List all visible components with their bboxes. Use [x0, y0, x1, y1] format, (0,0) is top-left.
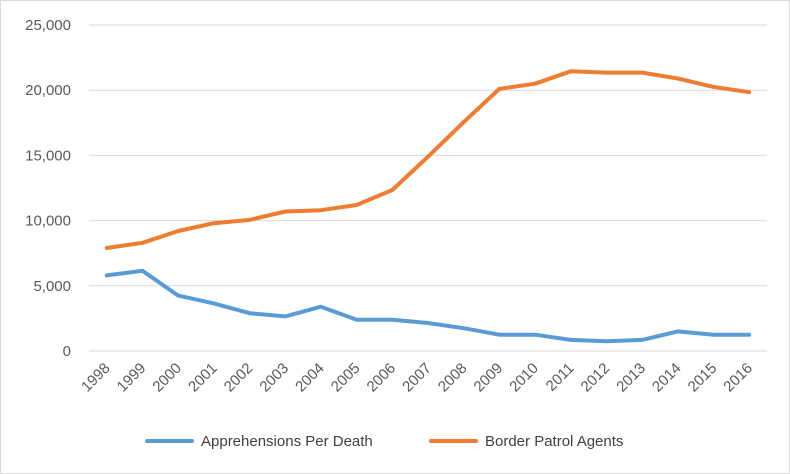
series-line-0: [104, 268, 752, 344]
x-tick-label: 2000: [149, 360, 185, 396]
data-point: [249, 219, 251, 221]
data-point: [142, 270, 144, 272]
x-tick-label: 2014: [649, 360, 685, 396]
y-tick-label: 15,000: [25, 147, 71, 164]
data-point: [570, 339, 572, 341]
data-point: [498, 334, 500, 336]
data-point: [570, 70, 572, 72]
x-tick-label: 2016: [720, 360, 756, 396]
x-tick-label: 1998: [78, 360, 114, 396]
x-tick-label: 2012: [578, 360, 614, 396]
data-point: [213, 302, 215, 304]
data-point: [391, 189, 393, 191]
data-point: [748, 91, 750, 93]
y-tick-label: 20,000: [25, 82, 71, 99]
data-point: [712, 86, 714, 88]
data-point: [463, 327, 465, 329]
x-tick-label: 2009: [471, 360, 507, 396]
data-point: [498, 88, 500, 90]
x-tick-label: 2004: [292, 360, 328, 396]
data-point: [177, 230, 179, 232]
data-point: [427, 156, 429, 158]
legend-label: Border Patrol Agents: [485, 433, 623, 450]
x-tick-label: 2010: [506, 360, 542, 396]
series-lines: [104, 69, 752, 344]
y-tick-label: 10,000: [25, 213, 71, 230]
x-axis-ticks: 1998 1999 2000 2001 2002 2003 2004 2005 2006 2007…: [78, 360, 756, 396]
data-point: [712, 334, 714, 336]
data-point: [213, 222, 215, 224]
x-tick-label: 2002: [221, 360, 257, 396]
data-point: [641, 72, 643, 74]
data-point: [677, 77, 679, 79]
data-point: [391, 319, 393, 321]
data-point: [106, 247, 108, 249]
x-tick-label: 2013: [613, 360, 649, 396]
y-tick-label: 25,000: [25, 17, 71, 34]
data-point: [177, 295, 179, 297]
data-point: [356, 204, 358, 206]
data-point: [534, 334, 536, 336]
data-point: [605, 340, 607, 342]
legend-label: Apprehensions Per Death: [201, 433, 373, 450]
y-axis-ticks: 0 5,000 10,000 15,000 20,000 25,000: [25, 17, 71, 360]
x-tick-label: 2015: [685, 360, 721, 396]
data-point: [748, 334, 750, 336]
data-point: [463, 121, 465, 123]
data-point: [249, 312, 251, 314]
data-point: [534, 83, 536, 85]
data-point: [641, 339, 643, 341]
data-point: [427, 322, 429, 324]
data-point: [320, 306, 322, 308]
x-tick-label: 2006: [364, 360, 400, 396]
x-tick-label: 2003: [256, 360, 292, 396]
data-point: [284, 210, 286, 212]
data-point: [356, 319, 358, 321]
x-tick-label: 2011: [543, 360, 578, 395]
x-tick-label: 2007: [399, 360, 435, 396]
gridlines: [89, 24, 767, 352]
x-tick-label: 1999: [114, 360, 150, 396]
x-tick-label: 2005: [328, 360, 364, 396]
data-point: [284, 315, 286, 317]
data-point: [605, 72, 607, 74]
legend: Apprehensions Per Death Border Patrol Age…: [145, 433, 623, 450]
data-point: [142, 242, 144, 244]
y-tick-label: 5,000: [33, 278, 71, 295]
data-point: [677, 330, 679, 332]
data-point: [320, 209, 322, 211]
x-tick-label: 2008: [435, 360, 471, 396]
data-point: [106, 274, 108, 276]
series-line-1: [104, 69, 752, 250]
x-tick-label: 2001: [185, 360, 221, 396]
y-tick-label: 0: [63, 343, 71, 360]
